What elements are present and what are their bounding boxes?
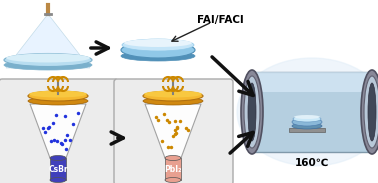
Ellipse shape — [165, 178, 181, 182]
Ellipse shape — [50, 178, 66, 182]
Ellipse shape — [293, 116, 321, 122]
Bar — [252, 72, 372, 152]
Ellipse shape — [143, 91, 203, 101]
Bar — [165, 158, 181, 180]
Ellipse shape — [28, 97, 88, 105]
Text: 160℃: 160℃ — [295, 158, 329, 168]
Ellipse shape — [6, 53, 90, 63]
Ellipse shape — [244, 76, 260, 148]
Ellipse shape — [144, 91, 202, 98]
Ellipse shape — [292, 123, 322, 129]
Polygon shape — [145, 104, 201, 158]
Ellipse shape — [121, 42, 195, 58]
Ellipse shape — [294, 115, 320, 119]
Text: PbI₂: PbI₂ — [164, 165, 182, 175]
FancyBboxPatch shape — [0, 79, 118, 183]
Bar — [289, 128, 325, 132]
Ellipse shape — [237, 58, 378, 166]
Ellipse shape — [143, 97, 203, 105]
Polygon shape — [30, 104, 86, 158]
FancyBboxPatch shape — [114, 79, 233, 183]
Ellipse shape — [361, 70, 378, 154]
Ellipse shape — [368, 83, 376, 141]
Bar — [252, 72, 372, 92]
Ellipse shape — [292, 118, 322, 126]
Text: FAI/FACl: FAI/FACl — [197, 15, 243, 25]
Ellipse shape — [4, 60, 92, 70]
Ellipse shape — [29, 91, 87, 98]
Ellipse shape — [165, 156, 181, 160]
Polygon shape — [6, 14, 90, 68]
Bar — [50, 158, 66, 180]
Ellipse shape — [4, 53, 92, 66]
Ellipse shape — [50, 156, 66, 160]
Ellipse shape — [248, 83, 256, 141]
Text: CsBr: CsBr — [48, 165, 68, 175]
Ellipse shape — [122, 39, 194, 51]
Ellipse shape — [124, 39, 192, 47]
Ellipse shape — [28, 91, 88, 101]
Ellipse shape — [241, 70, 263, 154]
Ellipse shape — [121, 51, 195, 61]
Ellipse shape — [364, 76, 378, 148]
